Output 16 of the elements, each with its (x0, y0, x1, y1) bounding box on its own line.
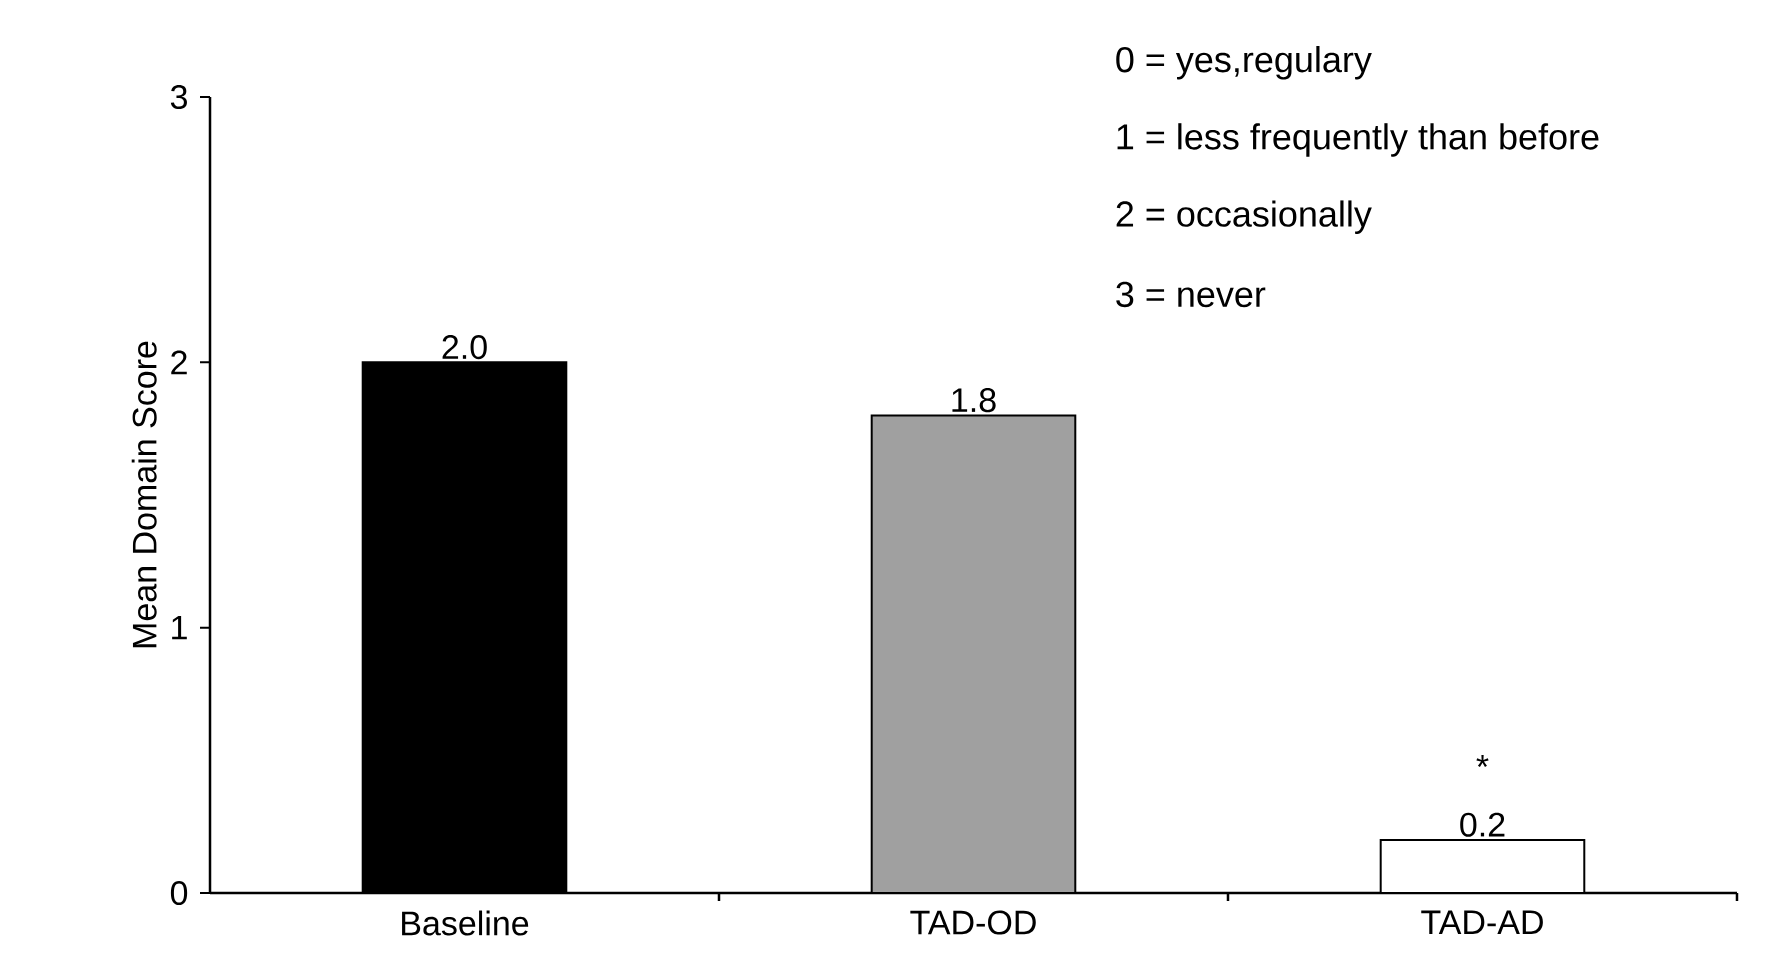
data-label: 0.2 (1460, 812, 1505, 837)
data-label: 1.8 (952, 388, 996, 413)
data-label: 2.0 (442, 335, 487, 360)
annotation: 2 = occasionally (1116, 200, 1372, 234)
y-tick-label: 3 (170, 84, 187, 110)
y-tick-label: 0 (170, 880, 188, 906)
annotation: 3 = never (1116, 281, 1266, 308)
annotation: * (1476, 755, 1489, 767)
x-tick-label: TAD-AD (1421, 910, 1543, 934)
y-tick-label: 1 (172, 615, 187, 640)
y-axis-title: Mean Domain Score (131, 341, 157, 648)
y-tick-label: 2 (171, 350, 187, 375)
x-tick-label: Baseline (402, 910, 529, 936)
x-tick-label: TAD-OD (910, 910, 1036, 935)
annotation: 1 = less frequently than before (1117, 123, 1599, 157)
text: 0 = yes,regulary (1116, 45, 1372, 80)
